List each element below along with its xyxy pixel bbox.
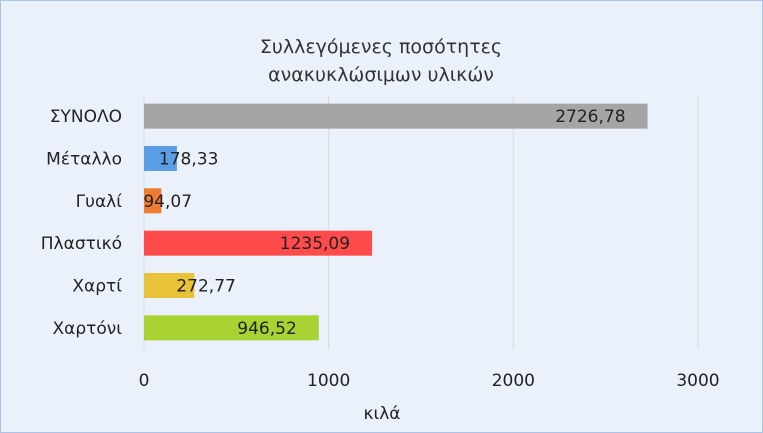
bar [144,230,373,256]
data-label: 2726,78 [555,107,625,127]
y-tick-label: Πλαστικό [41,234,122,254]
chart-title: Συλλεγόμενες ποσότητες ανακυκλώσιμων υλι… [101,33,661,89]
x-tick-label: 3000 [676,371,719,391]
y-tick-label: Μέταλλο [46,150,122,170]
bar [144,188,162,214]
y-tick-label: Γυαλί [76,192,123,212]
data-label: 178,33 [159,150,218,170]
y-tick-label: Χαρτί [72,277,122,297]
x-tick-label: 1000 [307,371,350,391]
bar [144,315,319,341]
data-label: 272,77 [176,277,235,297]
data-label: 946,52 [237,319,296,339]
y-tick-label: ΣΥΝΟΛΟ [50,107,122,127]
title-text: Συλλεγόμενες ποσότητες ανακυκλώσιμων υλι… [259,36,503,86]
bar [144,103,648,129]
data-label: 1235,09 [280,234,350,254]
y-tick-label: Χαρτόνι [52,319,122,339]
x-tick-label: 0 [139,371,150,391]
bar [144,273,195,298]
x-tick-label: 2000 [492,371,535,391]
bar [144,146,177,171]
data-label: 94,07 [143,192,192,212]
x-axis-title: κιλά [363,404,400,424]
